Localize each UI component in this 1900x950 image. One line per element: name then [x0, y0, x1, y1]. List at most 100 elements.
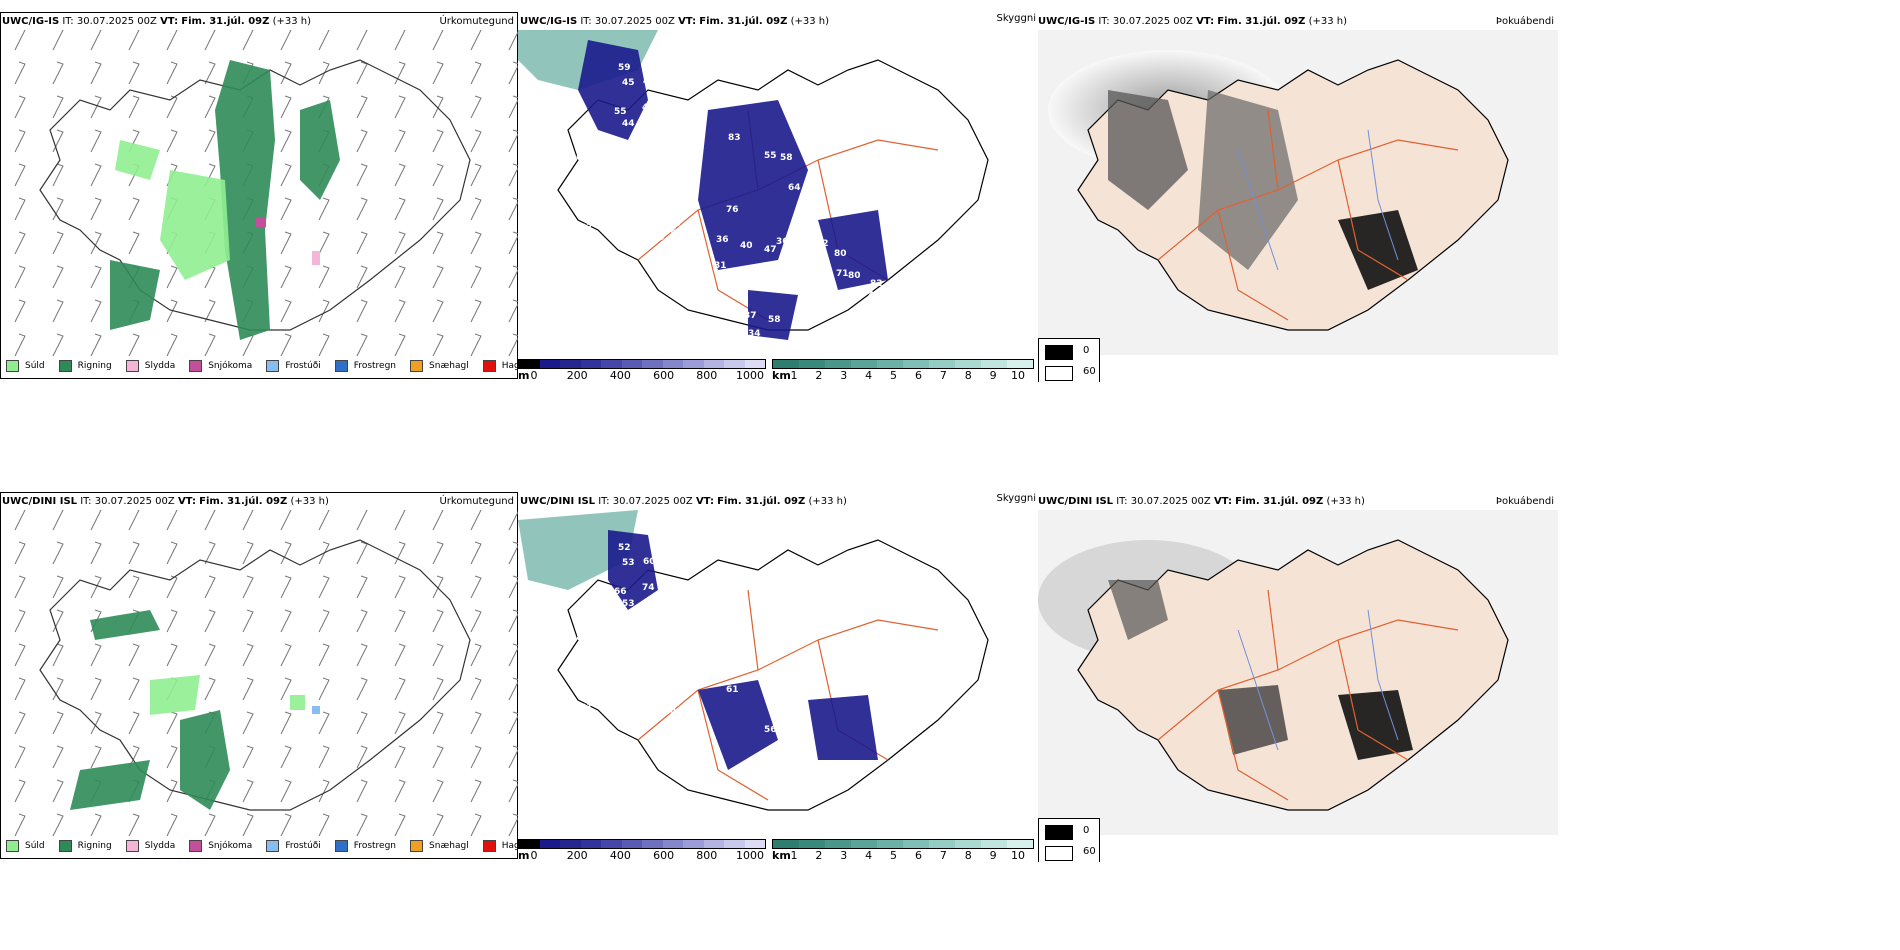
- colorbar-segment: [877, 360, 903, 368]
- colorbar-strip: [518, 839, 766, 849]
- colorbar-segment: [580, 360, 601, 368]
- cloud-area: [748, 290, 798, 340]
- model-name: UWC/DINI ISL: [1038, 496, 1114, 507]
- wind-barb: [166, 61, 178, 85]
- colorbar-segment: [580, 840, 601, 848]
- precip-legend: Súld Rigning Slydda Snjókoma Frostúði Fr…: [6, 836, 518, 856]
- wind-barb: [508, 265, 518, 289]
- wind-barb: [166, 95, 178, 119]
- fog-area: [1338, 210, 1418, 290]
- wind-barb: [356, 813, 368, 837]
- vt-value: Fim. 31.júl. 09Z: [181, 16, 270, 27]
- cloud-base-label: 61: [624, 219, 637, 229]
- colorbar-segment: [519, 360, 540, 368]
- rain-area: [90, 610, 160, 640]
- cloud-base-label: 47: [868, 291, 881, 301]
- vt-value: Fim. 31.júl. 09Z: [699, 16, 788, 27]
- wind-barb: [14, 745, 26, 769]
- it-value: 30.07.2025 00Z: [94, 496, 175, 507]
- colorbar-segment: [851, 840, 877, 848]
- wind-barb: [356, 745, 368, 769]
- wind-barb: [242, 677, 254, 701]
- wind-barb: [318, 575, 330, 599]
- colorbar-segment: [683, 840, 704, 848]
- wind-barb: [242, 779, 254, 803]
- cloud-base-label: 53: [622, 599, 635, 609]
- wind-barb: [318, 333, 330, 357]
- wind-barb: [394, 61, 406, 85]
- rain-area: [300, 100, 340, 200]
- wind-barb: [128, 197, 140, 221]
- wind-barb: [204, 643, 216, 667]
- model-name: UWC/DINI ISL: [2, 496, 78, 507]
- wind-barb: [394, 197, 406, 221]
- wind-barb: [394, 163, 406, 187]
- colorbar-ticks: 0 200 400 600 800 1000: [518, 849, 766, 862]
- colorbar-tick: 8: [964, 369, 972, 382]
- wind-barb: [90, 163, 102, 187]
- wind-barb: [280, 575, 292, 599]
- colorbar-tick: 1000: [736, 849, 764, 862]
- wind-barb: [508, 510, 518, 531]
- vt-label: VT:: [678, 16, 697, 27]
- wind-barb: [470, 95, 482, 119]
- cloud-base-label: 58: [668, 219, 681, 229]
- drizzle-area: [150, 675, 200, 715]
- legend-swatch: [1045, 846, 1073, 861]
- wind-barb: [166, 575, 178, 599]
- wind-barb: [394, 129, 406, 153]
- wind-barb: [470, 745, 482, 769]
- legend-swatch: [189, 840, 203, 852]
- model-name: UWC/IG-IS: [1038, 16, 1096, 27]
- legend-swatch: [482, 840, 496, 852]
- wind-barb: [14, 677, 26, 701]
- cloud-base-label: 58: [768, 315, 781, 325]
- wind-barb: [14, 299, 26, 323]
- wind-barb: [128, 30, 140, 51]
- wind-barb: [508, 609, 518, 633]
- wind-barb: [470, 299, 482, 323]
- cloud-base-label: 55: [614, 107, 627, 117]
- cloud-base-label: 28: [768, 345, 781, 350]
- colorbar-segment: [799, 360, 825, 368]
- it-label: IT:: [598, 496, 610, 507]
- wind-barb: [14, 129, 26, 153]
- wind-barb: [128, 510, 140, 531]
- wind-barb: [508, 299, 518, 323]
- wind-barb: [470, 61, 482, 85]
- colorbar-tick: 200: [566, 369, 588, 382]
- cloud-base-label: 81: [580, 703, 593, 713]
- wind-barb: [508, 575, 518, 599]
- wind-barb: [470, 30, 482, 51]
- fog-area: [1108, 580, 1168, 640]
- it-label: IT:: [1116, 496, 1128, 507]
- cloud-header: UWC/DINI ISL IT: 30.07.2025 00Z VT: Fim.…: [520, 495, 847, 509]
- cloud-base-label: 51: [656, 185, 669, 195]
- legend-label: 60: [1083, 366, 1096, 377]
- wind-barb: [432, 299, 444, 323]
- wind-barb: [128, 333, 140, 357]
- wind-barb: [52, 510, 64, 531]
- fog-area: [1338, 690, 1413, 760]
- wind-barb: [356, 711, 368, 735]
- colorbar-segment: [683, 360, 704, 368]
- cloud-base-label: 80: [834, 249, 847, 259]
- wind-barb: [470, 510, 482, 531]
- cloud-base-label: 53: [622, 558, 635, 568]
- cloud-base-labels: 52 53 60 74 66 53 56 48 42 34 43 47 62 74 39 61 56 81 54 44: [570, 543, 801, 735]
- wind-barb: [356, 265, 368, 289]
- cloud-base-label: 40: [642, 103, 655, 113]
- wind-barb: [166, 541, 178, 565]
- frost-drizzle-area: [312, 706, 320, 714]
- wind-barb: [128, 231, 140, 255]
- cloud-base-label: 62: [788, 663, 801, 673]
- wind-barb: [204, 129, 216, 153]
- wind-barb: [432, 61, 444, 85]
- colorbar-segment: [744, 360, 765, 368]
- cloud-base-label: 78: [648, 147, 661, 157]
- wind-barb: [508, 745, 518, 769]
- colorbar-tick: 800: [696, 849, 718, 862]
- legend-swatch: [125, 840, 139, 852]
- wind-barb: [432, 541, 444, 565]
- cloud-base-label: 56: [764, 725, 777, 735]
